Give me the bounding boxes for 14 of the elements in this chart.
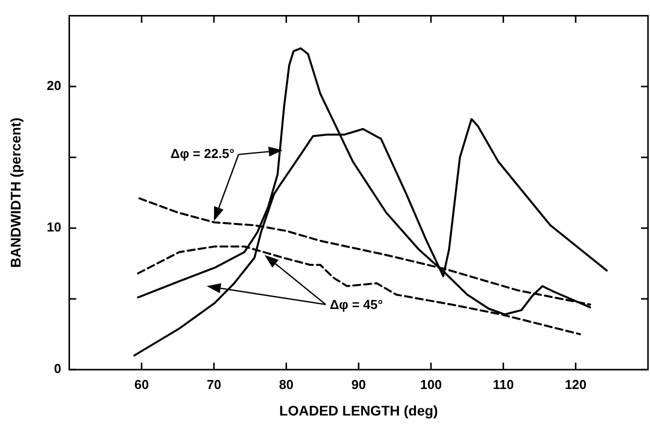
y-tick-label: 0 (54, 361, 62, 376)
x-axis-title: LOADED LENGTH (deg) (279, 402, 438, 418)
x-tick-label: 60 (134, 376, 149, 392)
x-tick-label: 90 (351, 376, 366, 392)
x-tick-label: 110 (492, 376, 514, 392)
x-tick-label: 70 (206, 376, 222, 392)
y-tick-label: 10 (46, 220, 62, 235)
annotation: Δφ = 45° (330, 296, 383, 312)
x-tick-label: 80 (279, 376, 294, 392)
y-axis-title: BANDWIDTH (percent) (7, 118, 24, 268)
x-tick-label: 120 (564, 376, 587, 392)
y-tick-label: 20 (46, 78, 62, 94)
x-tick-label: 100 (420, 376, 442, 392)
annotation: Δφ = 22.5° (170, 146, 234, 162)
